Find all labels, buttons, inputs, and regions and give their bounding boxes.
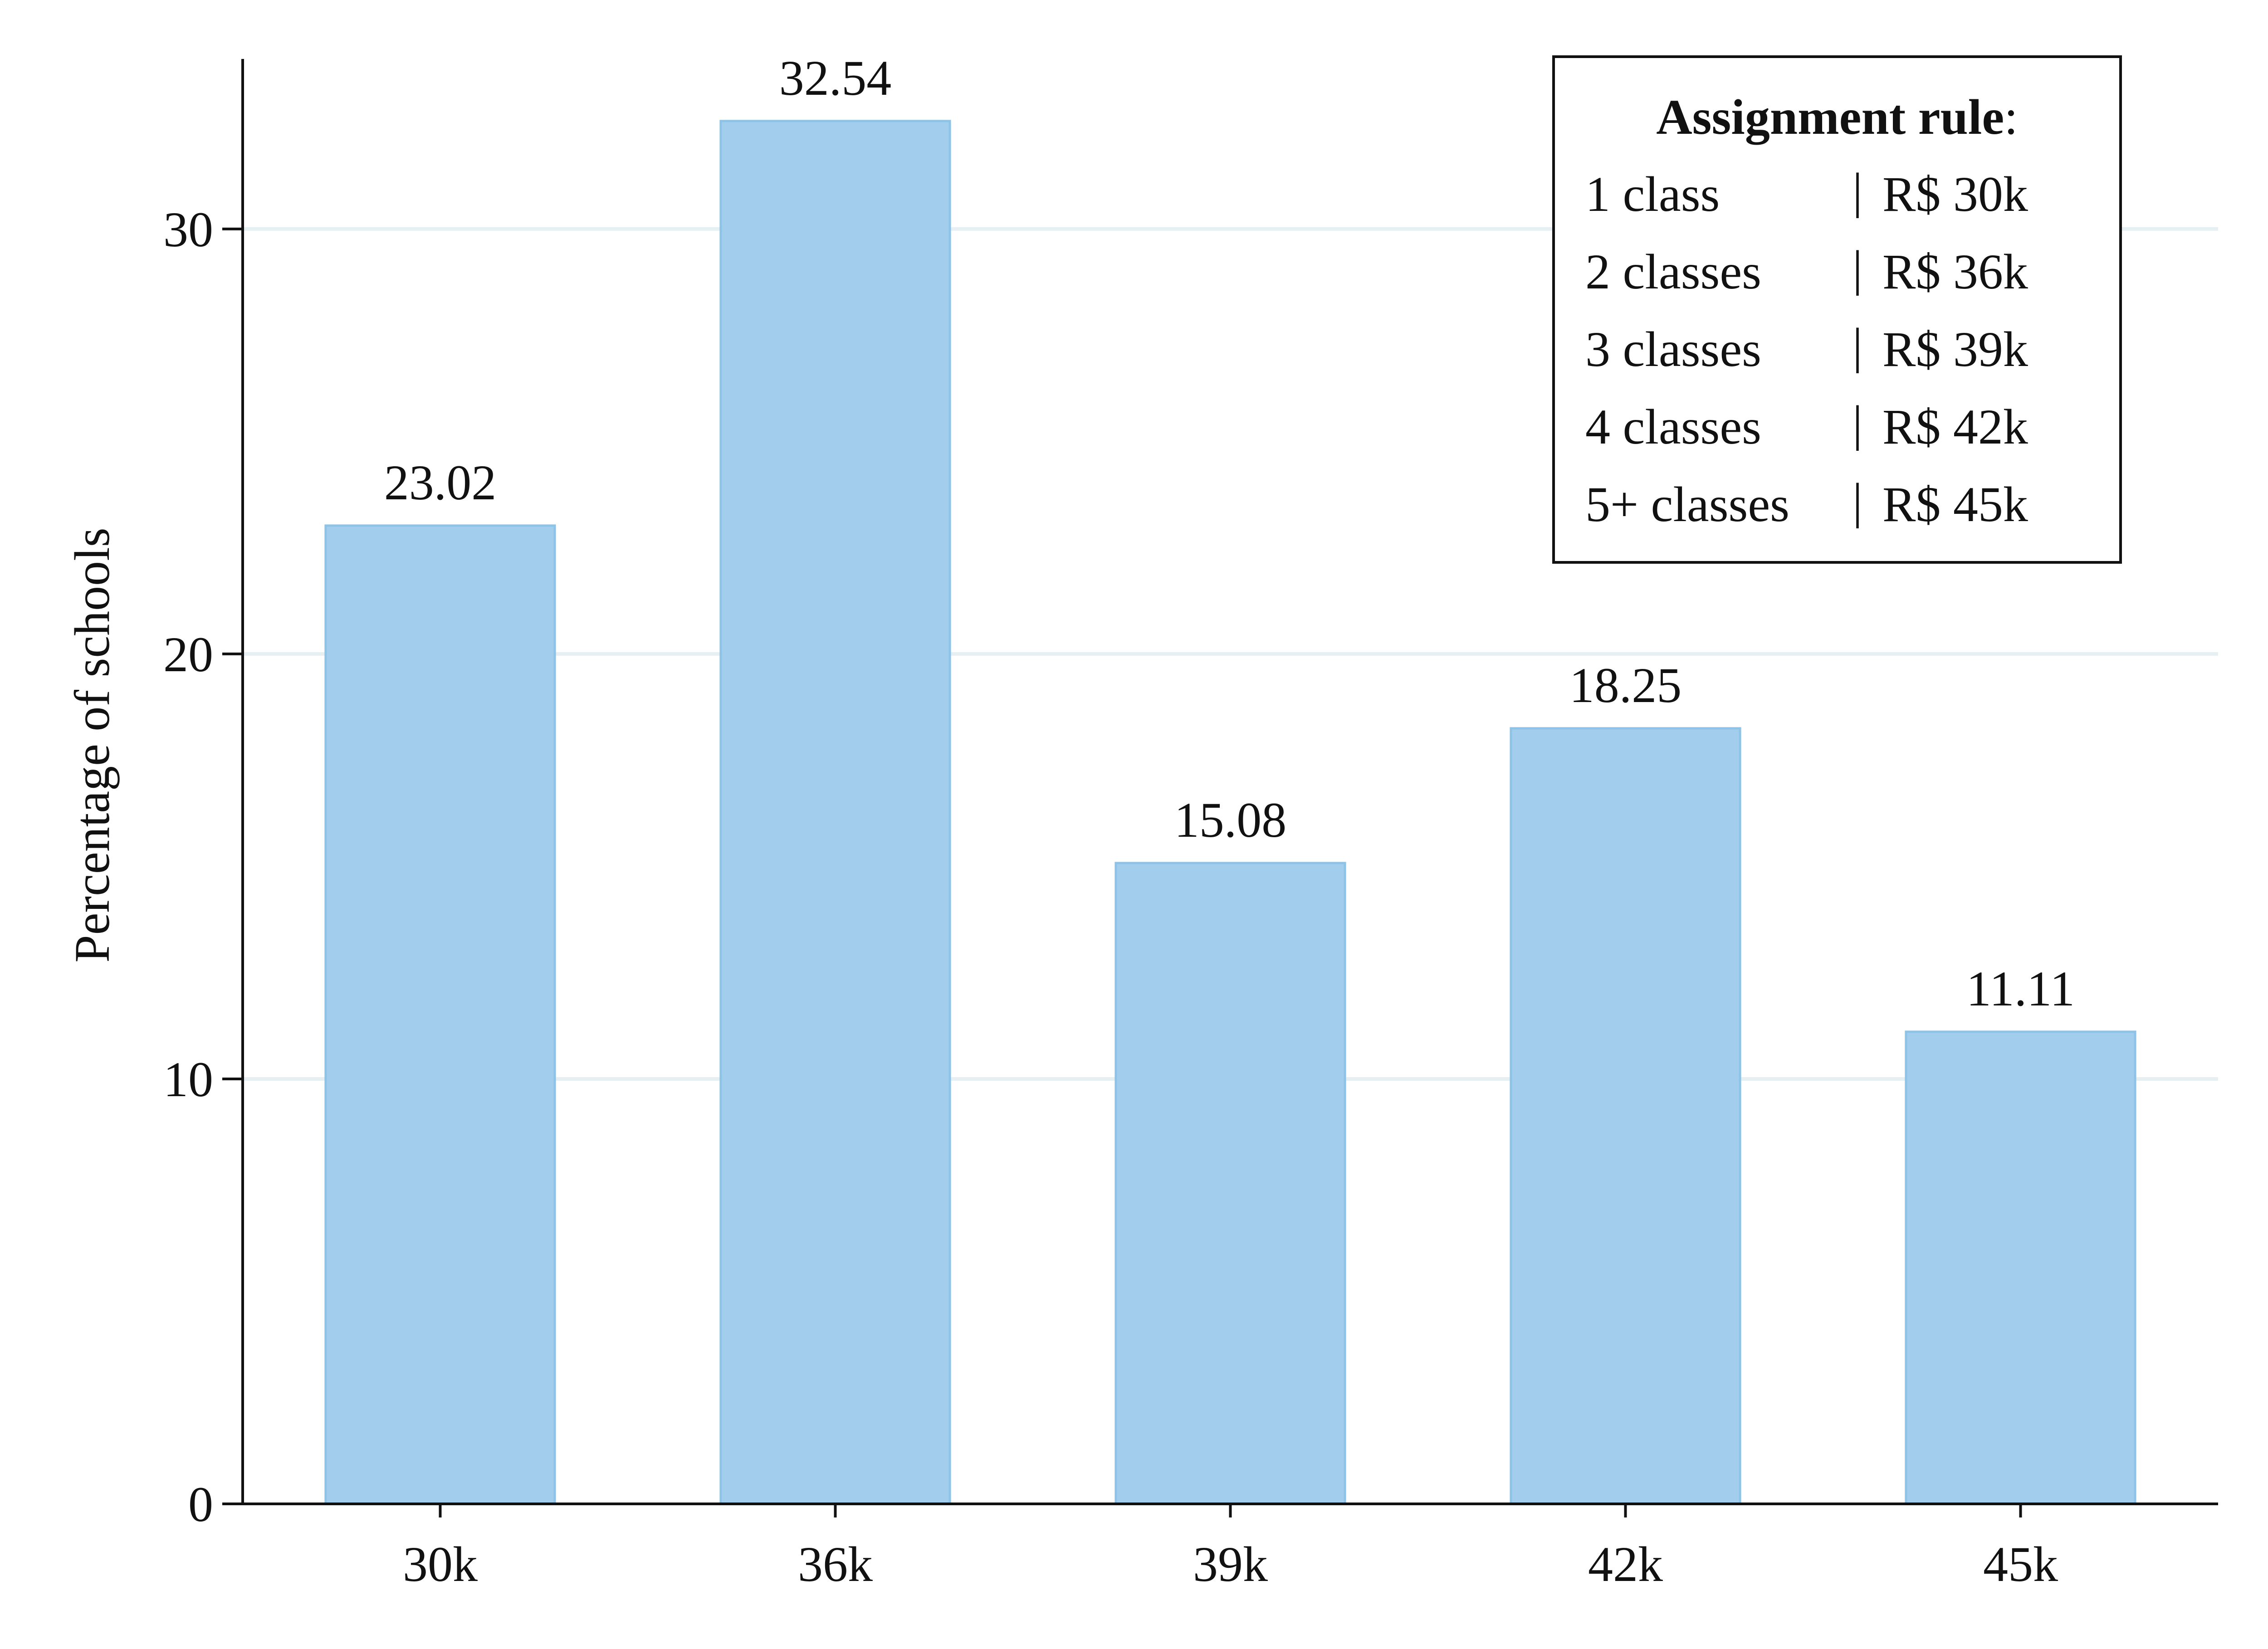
- legend-row-amount: R$ 45k: [1882, 477, 2028, 532]
- legend-row-amount: R$ 30k: [1882, 166, 2028, 222]
- legend-row: 1 class | R$ 30k: [1585, 163, 2028, 222]
- axes: 30k 36k 39k 42k 45k 0 10 20 30: [163, 59, 2218, 1592]
- legend-row: 5+ classes | R$ 45k: [1585, 473, 2028, 532]
- x-tick-label: 30k: [403, 1537, 478, 1592]
- bar-42k: [1510, 727, 1741, 1505]
- legend-row: 3 classes | R$ 39k: [1585, 318, 2028, 377]
- legend-row-classes: 1 class: [1585, 166, 1720, 222]
- y-tick-label: 20: [163, 627, 213, 682]
- legend-box: [1552, 55, 2122, 564]
- bars: [324, 120, 2136, 1505]
- legend-row-classes: 4 classes: [1585, 399, 1761, 454]
- bar-value-label: 23.02: [384, 455, 497, 510]
- legend-title-text: Assignment rule: [1656, 89, 2004, 145]
- bar-45k: [1905, 1030, 2136, 1505]
- bar-36k: [719, 120, 951, 1505]
- legend: Assignment rule: 1 class | R$ 30k 2 classes…: [1552, 55, 2122, 564]
- legend-title-colon: :: [2004, 89, 2018, 145]
- x-tick-label: 36k: [798, 1537, 873, 1592]
- legend-rows: 1 class | R$ 30k 2 classes | R$ 36k 3 classes |…: [1585, 163, 2028, 532]
- legend-title: Assignment rule:: [1656, 89, 2018, 145]
- legend-row-amount: R$ 39k: [1882, 322, 2028, 377]
- x-tick-label: 42k: [1588, 1537, 1663, 1592]
- legend-row-separator: |: [1853, 318, 1862, 373]
- bar-value-label: 15.08: [1174, 792, 1287, 848]
- legend-row-classes: 3 classes: [1585, 322, 1761, 377]
- bar-value-label: 32.54: [779, 50, 892, 106]
- legend-row-separator: |: [1853, 473, 1862, 528]
- bar-39k: [1114, 862, 1346, 1505]
- bar-value-labels: 23.02 32.54 15.08 18.25 11.11: [384, 50, 2075, 1016]
- bar-value-label: 18.25: [1569, 658, 1682, 713]
- bar-30k: [324, 524, 556, 1505]
- legend-row-separator: |: [1853, 395, 1862, 451]
- legend-row-separator: |: [1853, 163, 1862, 218]
- legend-row: 2 classes | R$ 36k: [1585, 240, 2028, 299]
- legend-row-separator: |: [1853, 240, 1862, 296]
- legend-row-classes: 5+ classes: [1585, 477, 1789, 532]
- legend-row-amount: R$ 42k: [1882, 399, 2028, 454]
- x-tick-label: 45k: [1983, 1537, 2058, 1592]
- bar-value-label: 11.11: [1966, 961, 2075, 1016]
- legend-row-classes: 2 classes: [1585, 244, 1761, 299]
- y-tick-label: 0: [188, 1477, 213, 1532]
- legend-row-amount: R$ 36k: [1882, 244, 2028, 299]
- y-tick-label: 30: [163, 202, 213, 257]
- x-tick-label: 39k: [1193, 1537, 1268, 1592]
- y-axis-label: Percentage of schools: [64, 527, 120, 962]
- legend-row: 4 classes | R$ 42k: [1585, 395, 2028, 454]
- y-tick-label: 10: [163, 1052, 213, 1107]
